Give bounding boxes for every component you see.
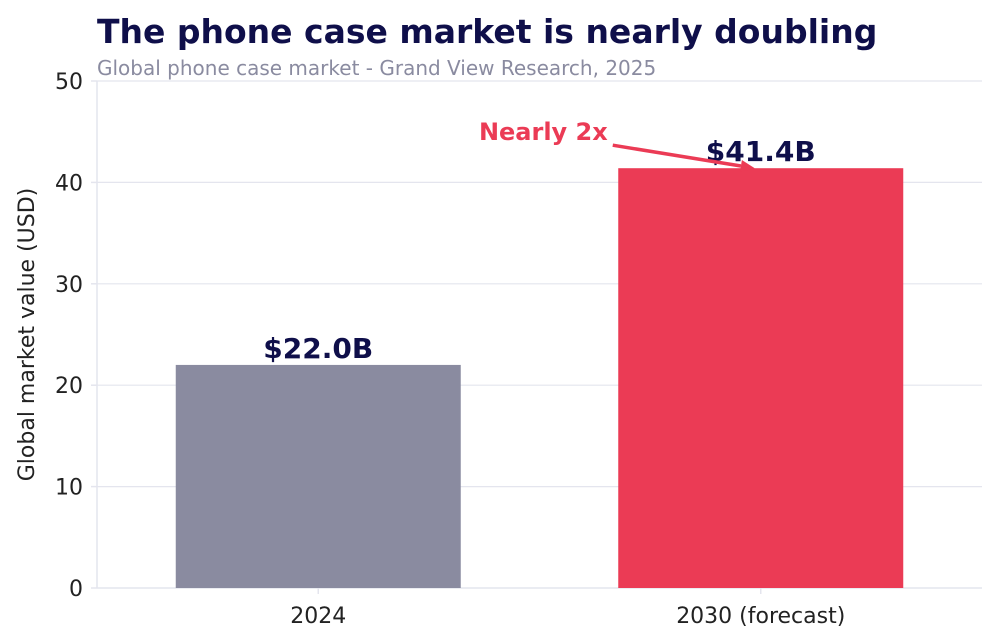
y-axis-ticks: 0 10 20 30 40 50 xyxy=(55,70,97,602)
chart-subtitle: Global phone case market - Grand View Re… xyxy=(97,56,656,80)
y-tick-label: 30 xyxy=(55,273,83,298)
bar xyxy=(175,364,461,588)
y-tick-label: 20 xyxy=(55,374,83,399)
x-tick-label: 2024 xyxy=(290,604,346,629)
bars xyxy=(175,168,904,589)
annotation-arrow-head xyxy=(739,160,755,172)
x-axis-ticks: 2024 2030 (forecast) xyxy=(290,588,845,629)
y-tick-label: 10 xyxy=(55,476,83,501)
x-tick-label: 2030 (forecast) xyxy=(676,604,845,629)
chart-title: The phone case market is nearly doubling xyxy=(97,12,877,51)
annotation-text: Nearly 2x xyxy=(479,118,608,146)
bar-value-labels: $22.0B$41.4B xyxy=(263,135,815,365)
annotation-arrow xyxy=(612,143,742,168)
y-tick-label: 0 xyxy=(69,577,83,602)
bar-value-label: $22.0B xyxy=(263,332,373,365)
y-tick-label: 50 xyxy=(55,70,83,95)
annotation: Nearly 2x xyxy=(479,118,755,172)
y-tick-label: 40 xyxy=(55,171,83,196)
bar xyxy=(618,168,904,589)
y-axis-label: Global market value (USD) xyxy=(15,188,40,482)
